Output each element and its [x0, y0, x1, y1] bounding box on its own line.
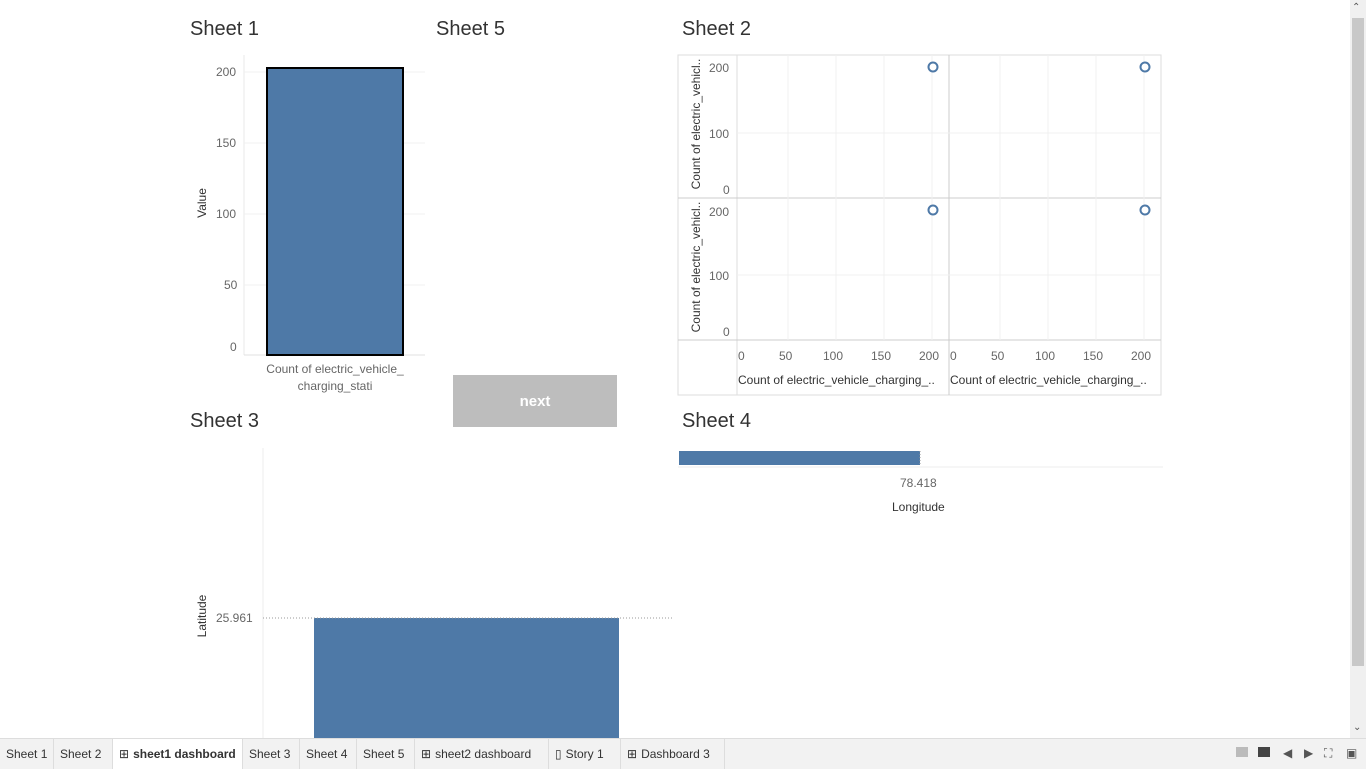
- tab-label: sheet2 dashboard: [435, 747, 532, 761]
- scatter-point[interactable]: [927, 61, 939, 73]
- tick-label: 50: [779, 349, 793, 363]
- tick-label: 150: [216, 136, 237, 150]
- tick-label: 0: [950, 349, 957, 363]
- tab-label: Sheet 5: [363, 747, 405, 761]
- sheet2-y-axis-title-bottom: Count of electric_vehicl..: [689, 201, 703, 333]
- sheet-tab-bar: Sheet 1 Sheet 2 ⊞ sheet1 dashboard Sheet …: [0, 738, 1366, 769]
- tick-label: 0: [738, 349, 745, 363]
- sheet3-y-axis-title: Latitude: [195, 594, 209, 638]
- scatter-point[interactable]: [1139, 204, 1151, 216]
- sheet2-plot: [677, 54, 1162, 396]
- tick-label: 100: [216, 207, 237, 221]
- tab-label: Story 1: [565, 747, 604, 761]
- tab-label: Sheet 3: [249, 747, 291, 761]
- sheet1-x-label-line1: Count of electric_vehicle_: [266, 362, 404, 376]
- scatter-point[interactable]: [1139, 61, 1151, 73]
- present-mode-icon[interactable]: ▣: [1346, 746, 1358, 760]
- tick-label: 100: [709, 269, 730, 283]
- tab-sheet-2[interactable]: Sheet 2: [54, 739, 113, 769]
- next-sheet-icon[interactable]: ▶: [1304, 746, 1314, 760]
- tab-sheet-3[interactable]: Sheet 3: [243, 739, 300, 769]
- tick-label: 50: [224, 278, 238, 292]
- tick-label: 200: [1131, 349, 1152, 363]
- tick-label: 150: [871, 349, 892, 363]
- sheet2-title: Sheet 2: [682, 18, 751, 40]
- sheet3-title: Sheet 3: [190, 410, 259, 432]
- tab-label: Dashboard 3: [641, 747, 710, 761]
- tick-label: 200: [919, 349, 940, 363]
- tick-label: 200: [709, 61, 730, 75]
- tab-label: Sheet 1: [6, 747, 48, 761]
- sheet1-plot: [243, 55, 425, 356]
- dashboard-icon: ⊞: [119, 747, 130, 761]
- dashboard-icon: ⊞: [421, 747, 432, 761]
- tab-story-1[interactable]: ▯ Story 1: [549, 739, 621, 769]
- sheet2-x-axis-title-left: Count of electric_vehicle_charging_..: [738, 373, 935, 387]
- tick-label: 50: [991, 349, 1005, 363]
- tab-label: Sheet 2: [60, 747, 102, 761]
- tick-label: 100: [1035, 349, 1056, 363]
- tick-label: 200: [216, 65, 237, 79]
- tick-label: 150: [1083, 349, 1104, 363]
- sheet1-bar[interactable]: [266, 67, 404, 356]
- sheet4-x-axis-title: Longitude: [892, 500, 945, 514]
- sheet1-title: Sheet 1: [190, 18, 259, 40]
- sheet4-bar[interactable]: [679, 451, 920, 465]
- tick-label: 0: [230, 340, 237, 354]
- filmstrip-view-icon[interactable]: [1236, 746, 1248, 760]
- tick-label: 0: [723, 183, 730, 197]
- prev-sheet-icon[interactable]: ◀: [1283, 746, 1293, 760]
- tab-sheet2-dashboard[interactable]: ⊞ sheet2 dashboard: [415, 739, 549, 769]
- scatter-point[interactable]: [927, 204, 939, 216]
- sheet3-plot: [262, 448, 672, 738]
- tab-label: Sheet 4: [306, 747, 348, 761]
- sheet2-x-axis-title-right: Count of electric_vehicle_charging_..: [950, 373, 1147, 387]
- sheet5-title: Sheet 5: [436, 18, 505, 40]
- dashboard-icon: ⊞: [627, 747, 638, 761]
- sheet1-x-label-line2: charging_stati: [297, 379, 373, 393]
- tab-sheet1-dashboard[interactable]: ⊞ sheet1 dashboard: [113, 739, 243, 769]
- tick-label: 100: [823, 349, 844, 363]
- next-button[interactable]: next: [453, 375, 617, 427]
- tab-view-icon[interactable]: [1258, 746, 1270, 760]
- tick-label: 0: [723, 325, 730, 339]
- tab-dashboard-3[interactable]: ⊞ Dashboard 3: [621, 739, 725, 769]
- sheet2-y-axis-title-top: Count of electric_vehicl..: [689, 58, 703, 190]
- sheet1-y-axis-title: Value: [195, 188, 209, 218]
- scroll-down-icon[interactable]: ⌄: [1353, 722, 1362, 733]
- sheet1-x-label: Count of electric_vehicle_ charging_stat…: [250, 361, 420, 395]
- scrollbar-thumb[interactable]: [1352, 18, 1364, 666]
- scroll-up-icon[interactable]: ⌃: [1352, 2, 1361, 13]
- tab-label: sheet1 dashboard: [133, 747, 236, 761]
- fullscreen-icon[interactable]: ⛶: [1324, 746, 1333, 760]
- tab-sheet-5[interactable]: Sheet 5: [357, 739, 415, 769]
- tab-sheet-1[interactable]: Sheet 1: [0, 739, 54, 769]
- tick-label: 200: [709, 205, 730, 219]
- story-icon: ▯: [555, 747, 562, 761]
- tick-label: 100: [709, 127, 730, 141]
- tab-sheet-4[interactable]: Sheet 4: [300, 739, 357, 769]
- sheet4-plot: [678, 451, 1163, 468]
- tick-label: 78.418: [900, 476, 937, 490]
- sheet4-title: Sheet 4: [682, 410, 751, 432]
- sheet3-bar[interactable]: [314, 618, 619, 738]
- tick-label: 25.961: [216, 611, 253, 625]
